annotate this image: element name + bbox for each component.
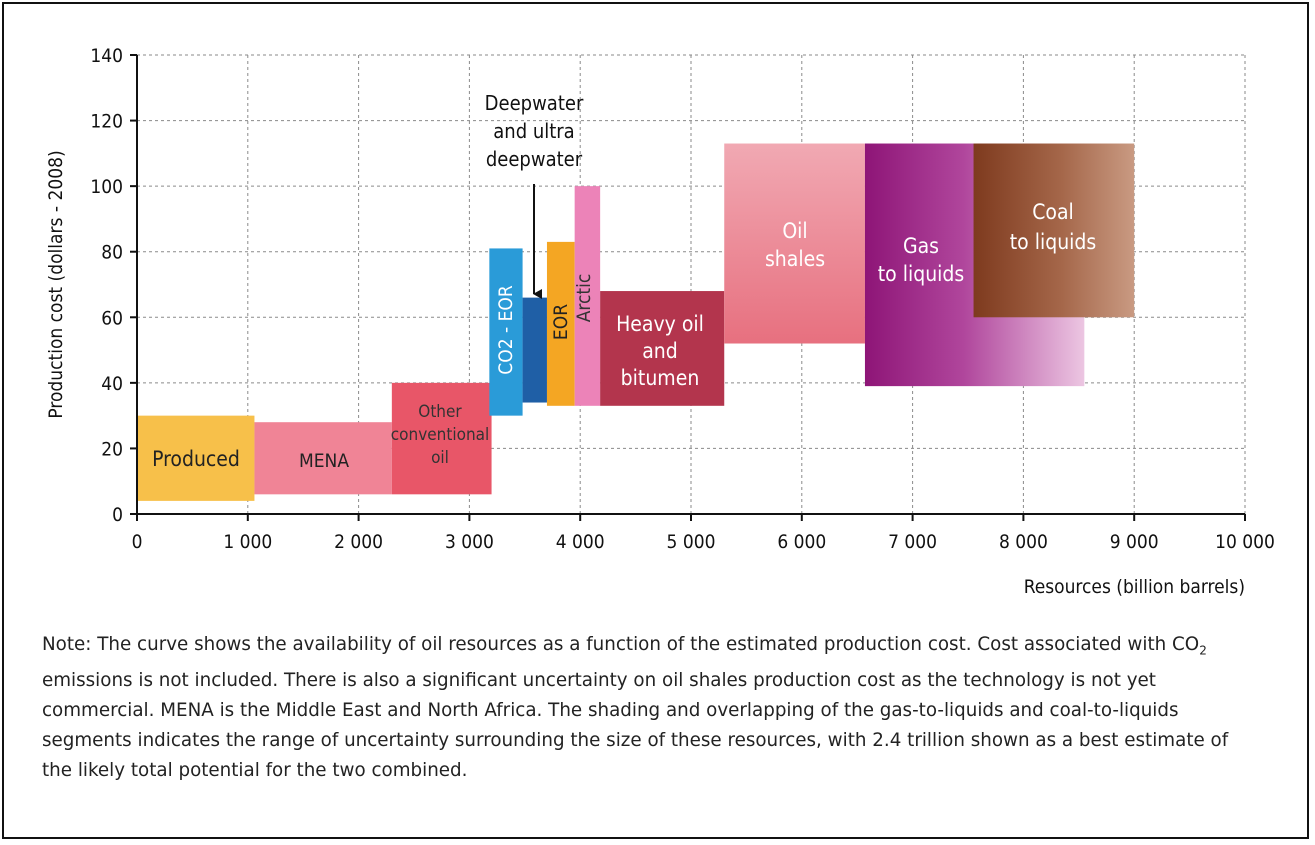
y-tick-label: 120 — [90, 111, 123, 133]
label-other-conventional: oil — [431, 448, 449, 468]
x-axis-label: Resources (billion barrels) — [1024, 576, 1245, 598]
label-other-conventional: conventional — [391, 425, 490, 445]
figure-note: Note: The curve shows the availability o… — [42, 630, 1257, 786]
x-tick-label: 9 000 — [1110, 531, 1159, 553]
y-tick-label: 0 — [112, 504, 123, 526]
x-tick-label: 3 000 — [445, 531, 494, 553]
label-ctl: Coal — [1032, 200, 1074, 224]
segment-produced — [137, 415, 255, 501]
label-arctic: Arctic — [573, 274, 595, 323]
label-heavy-oil: bitumen — [621, 366, 700, 390]
segment-labels: Produced MENA Other conventional oil CO2 - EO… — [152, 91, 1096, 472]
axes: 0 20 40 60 80 100 120 140 0 1 000 2 000 3 000 4 000 5… — [45, 45, 1275, 598]
label-ctl: to liquids — [1010, 230, 1097, 254]
y-tick-label: 100 — [90, 176, 123, 198]
x-tick-label: 7 000 — [888, 531, 937, 553]
label-eor: EOR — [550, 304, 572, 340]
label-deepwater: and ultra — [493, 119, 574, 143]
segment-other-conventional — [391, 382, 492, 495]
x-tick-label: 10 000 — [1215, 531, 1275, 553]
x-tick-label: 1 000 — [223, 531, 272, 553]
x-tick-label: 0 — [132, 531, 143, 553]
x-tick-label: 8 000 — [999, 531, 1048, 553]
segment-eor — [546, 241, 575, 406]
y-axis-label: Production cost (dollars - 2008) — [45, 150, 67, 418]
y-tick-label: 40 — [101, 373, 123, 395]
segment-ctl — [973, 143, 1135, 318]
label-deepwater: Deepwater — [485, 91, 584, 115]
note-text-suffix: emissions is not included. There is also… — [42, 669, 1229, 781]
label-produced: Produced — [152, 447, 240, 471]
label-oil-shales: Oil — [782, 219, 807, 243]
x-tick-label: 2 000 — [334, 531, 383, 553]
label-gtl: to liquids — [878, 262, 965, 286]
y-tick-label: 60 — [101, 307, 123, 329]
note-subscript: 2 — [1199, 643, 1207, 658]
segment-mena — [254, 422, 392, 495]
label-mena: MENA — [299, 450, 349, 472]
x-tick-label: 5 000 — [667, 531, 716, 553]
y-tick-label: 80 — [101, 242, 123, 264]
label-heavy-oil: Heavy oil — [616, 312, 704, 336]
label-gtl: Gas — [903, 234, 939, 258]
label-other-conventional: Other — [418, 402, 462, 422]
segment-oil-shales — [724, 143, 865, 344]
label-oil-shales: shales — [765, 247, 825, 271]
label-heavy-oil: and — [642, 339, 678, 363]
segments-layer — [137, 143, 1135, 501]
segment-deepwater — [522, 297, 547, 403]
x-tick-label: 6 000 — [777, 531, 826, 553]
segment-arctic — [574, 186, 601, 406]
resource-cost-chart: 0 20 40 60 80 100 120 140 0 1 000 2 000 3 000 4 000 5… — [45, 45, 1275, 598]
label-deepwater: deepwater — [486, 147, 583, 171]
y-tick-label: 140 — [90, 45, 123, 67]
y-tick-label: 20 — [101, 438, 123, 460]
segment-co2-eor — [489, 248, 523, 416]
note-text-prefix: Note: The curve shows the availability o… — [42, 634, 1200, 655]
label-co2-eor: CO2 - EOR — [495, 285, 517, 375]
segment-heavy-oil — [600, 291, 725, 406]
x-tick-label: 4 000 — [556, 531, 605, 553]
